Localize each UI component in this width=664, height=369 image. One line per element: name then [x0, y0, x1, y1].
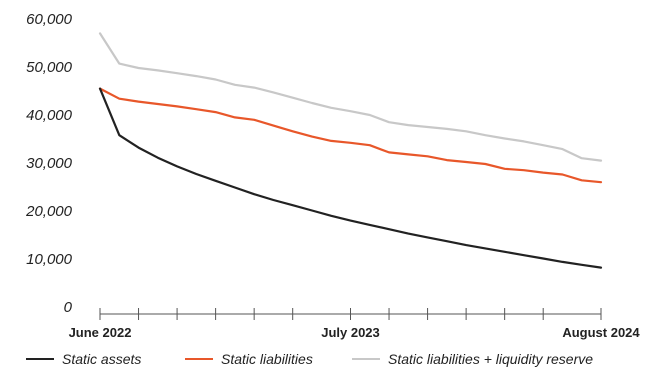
y-tick-label: 0	[64, 299, 73, 316]
x-axis: June 2022 July 2023 August 2024	[69, 308, 640, 340]
y-tick-label: 40,000	[26, 107, 73, 124]
legend: Static assets Static liabilities Static li…	[26, 351, 593, 367]
x-tick-label: June 2022	[69, 325, 132, 340]
series-line-static-liabilities-liquidity-reserve	[98, 32, 603, 162]
legend-label: Static liabilities + liquidity reserve	[388, 351, 593, 367]
y-tick-label: 30,000	[26, 155, 73, 172]
x-tick-label: July 2023	[321, 325, 380, 340]
y-tick-label: 10,000	[26, 251, 73, 268]
legend-label: Static assets	[62, 351, 141, 367]
series-lines	[98, 32, 603, 269]
legend-item: Static liabilities + liquidity reserve	[352, 351, 593, 367]
series-line-static-liabilities	[98, 87, 603, 184]
x-tick-label: August 2024	[562, 325, 640, 340]
y-tick-label: 20,000	[25, 203, 73, 220]
y-tick-label: 60,000	[26, 11, 73, 28]
legend-label: Static liabilities	[221, 351, 313, 367]
series-line-static-assets	[98, 87, 603, 269]
y-axis: 0 10,000 20,000 30,000 40,000 50,000 60,000	[25, 11, 73, 316]
y-tick-label: 50,000	[26, 59, 73, 76]
legend-item: Static liabilities	[185, 351, 313, 367]
legend-item: Static assets	[26, 351, 141, 367]
